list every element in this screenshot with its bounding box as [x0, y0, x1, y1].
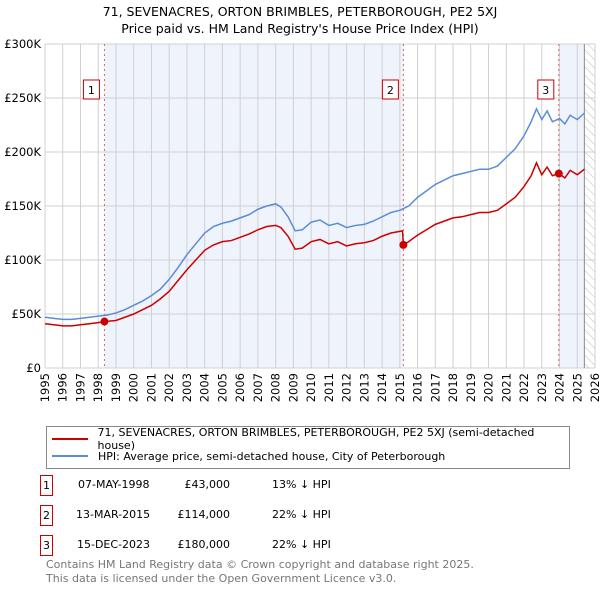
sale-marker-badge: 3 [40, 535, 53, 556]
x-tick-label: 2024 [553, 373, 567, 402]
x-tick-label: 2010 [304, 373, 318, 402]
legend-label: HPI: Average price, semi-detached house,… [98, 449, 446, 463]
x-tick-label: 1997 [73, 373, 87, 402]
x-tick-label: 2008 [269, 373, 283, 402]
x-tick-label: 2016 [411, 373, 425, 402]
x-tick-label: 1998 [91, 373, 105, 402]
sale-point [399, 240, 408, 249]
sale-label-box [82, 79, 100, 100]
property-price-line [44, 160, 585, 327]
x-tick-label: 2025 [570, 373, 584, 402]
y-tick-label: £150K [4, 199, 41, 213]
x-tick-label: 2011 [322, 373, 336, 402]
sale-price: £114,000 [177, 508, 231, 521]
x-tick-label: 2020 [482, 373, 496, 402]
y-tick-label: £0 [26, 361, 41, 375]
x-tick-label: 2012 [340, 373, 354, 402]
sale-hpi-diff: 13% ↓ HPI [272, 478, 331, 491]
sale-label-box [537, 79, 555, 100]
x-tick-label: 2023 [535, 373, 549, 402]
x-tick-label: 2002 [162, 373, 176, 402]
y-tick-label: £300K [4, 37, 41, 51]
sale-date: 13-MAR-2015 [76, 508, 151, 521]
y-tick-label: £100K [4, 253, 41, 267]
x-tick-label: 2014 [375, 373, 389, 402]
x-tick-label: 1995 [38, 373, 52, 402]
x-tick-label: 2005 [215, 373, 229, 402]
sale-hpi-diff: 22% ↓ HPI [272, 508, 331, 521]
x-tick-label: 2021 [499, 373, 513, 402]
x-tick-label: 1999 [109, 373, 123, 402]
sale-price: £180,000 [177, 538, 231, 551]
x-tick-label: 2022 [517, 373, 531, 402]
x-tick-label: 2004 [198, 373, 212, 402]
legend: 71, SEVENACRES, ORTON BRIMBLES, PETERBOR… [46, 426, 570, 469]
sale-label-box [381, 79, 399, 100]
legend-swatch-red [52, 438, 88, 440]
sale-marker-badge: 2 [40, 505, 53, 526]
price-chart: 1995 1996 1997 1998 1999 2000 2001 2002 2003 2004… [4, 37, 600, 402]
x-tick-label: 2017 [428, 373, 442, 402]
x-tick-label: 2007 [251, 373, 265, 402]
footer-copyright: Contains HM Land Registry data © Crown c… [46, 558, 474, 571]
sale-label: 3 [542, 84, 549, 97]
x-tick-label: 2003 [180, 373, 194, 402]
chart-subtitle: Price paid vs. HM Land Registry's House … [121, 21, 479, 36]
x-tick-label: 1996 [56, 373, 70, 402]
x-tick-label: 2015 [393, 373, 407, 402]
chart-title: 71, SEVENACRES, ORTON BRIMBLES, PETERBOR… [102, 4, 498, 19]
x-tick-label: 2013 [357, 373, 371, 402]
x-tick-label: 2018 [446, 373, 460, 402]
legend-swatch-blue [52, 455, 88, 457]
sale-marker-badge: 1 [40, 475, 53, 496]
x-tick-label: 2001 [144, 373, 158, 402]
y-tick-label: £200K [4, 145, 41, 159]
sale-label: 2 [387, 84, 394, 97]
x-tick-label: 2009 [286, 373, 300, 402]
legend-item-hpi: HPI: Average price, semi-detached house,… [47, 448, 445, 464]
x-tick-label: 2019 [464, 373, 478, 402]
y-tick-label: £250K [4, 91, 41, 105]
x-tick-label: 2000 [127, 373, 141, 402]
x-tick-label: 2006 [233, 373, 247, 402]
sale-point [554, 169, 563, 178]
y-tick-label: £50K [12, 307, 42, 321]
legend-item-property: 71, SEVENACRES, ORTON BRIMBLES, PETERBOR… [47, 426, 569, 452]
footer-licence: This data is licensed under the Open Gov… [46, 572, 397, 585]
hpi-line [44, 106, 585, 321]
sale-label: 1 [88, 84, 95, 97]
sale-price: £43,000 [184, 478, 231, 491]
x-tick-label: 2026 [588, 373, 600, 402]
legend-label: 71, SEVENACRES, ORTON BRIMBLES, PETERBOR… [97, 426, 535, 452]
sale-hpi-diff: 22% ↓ HPI [272, 538, 331, 551]
sale-date: 07-MAY-1998 [78, 478, 150, 491]
sale-point [100, 317, 109, 326]
sale-date: 15-DEC-2023 [77, 538, 151, 551]
